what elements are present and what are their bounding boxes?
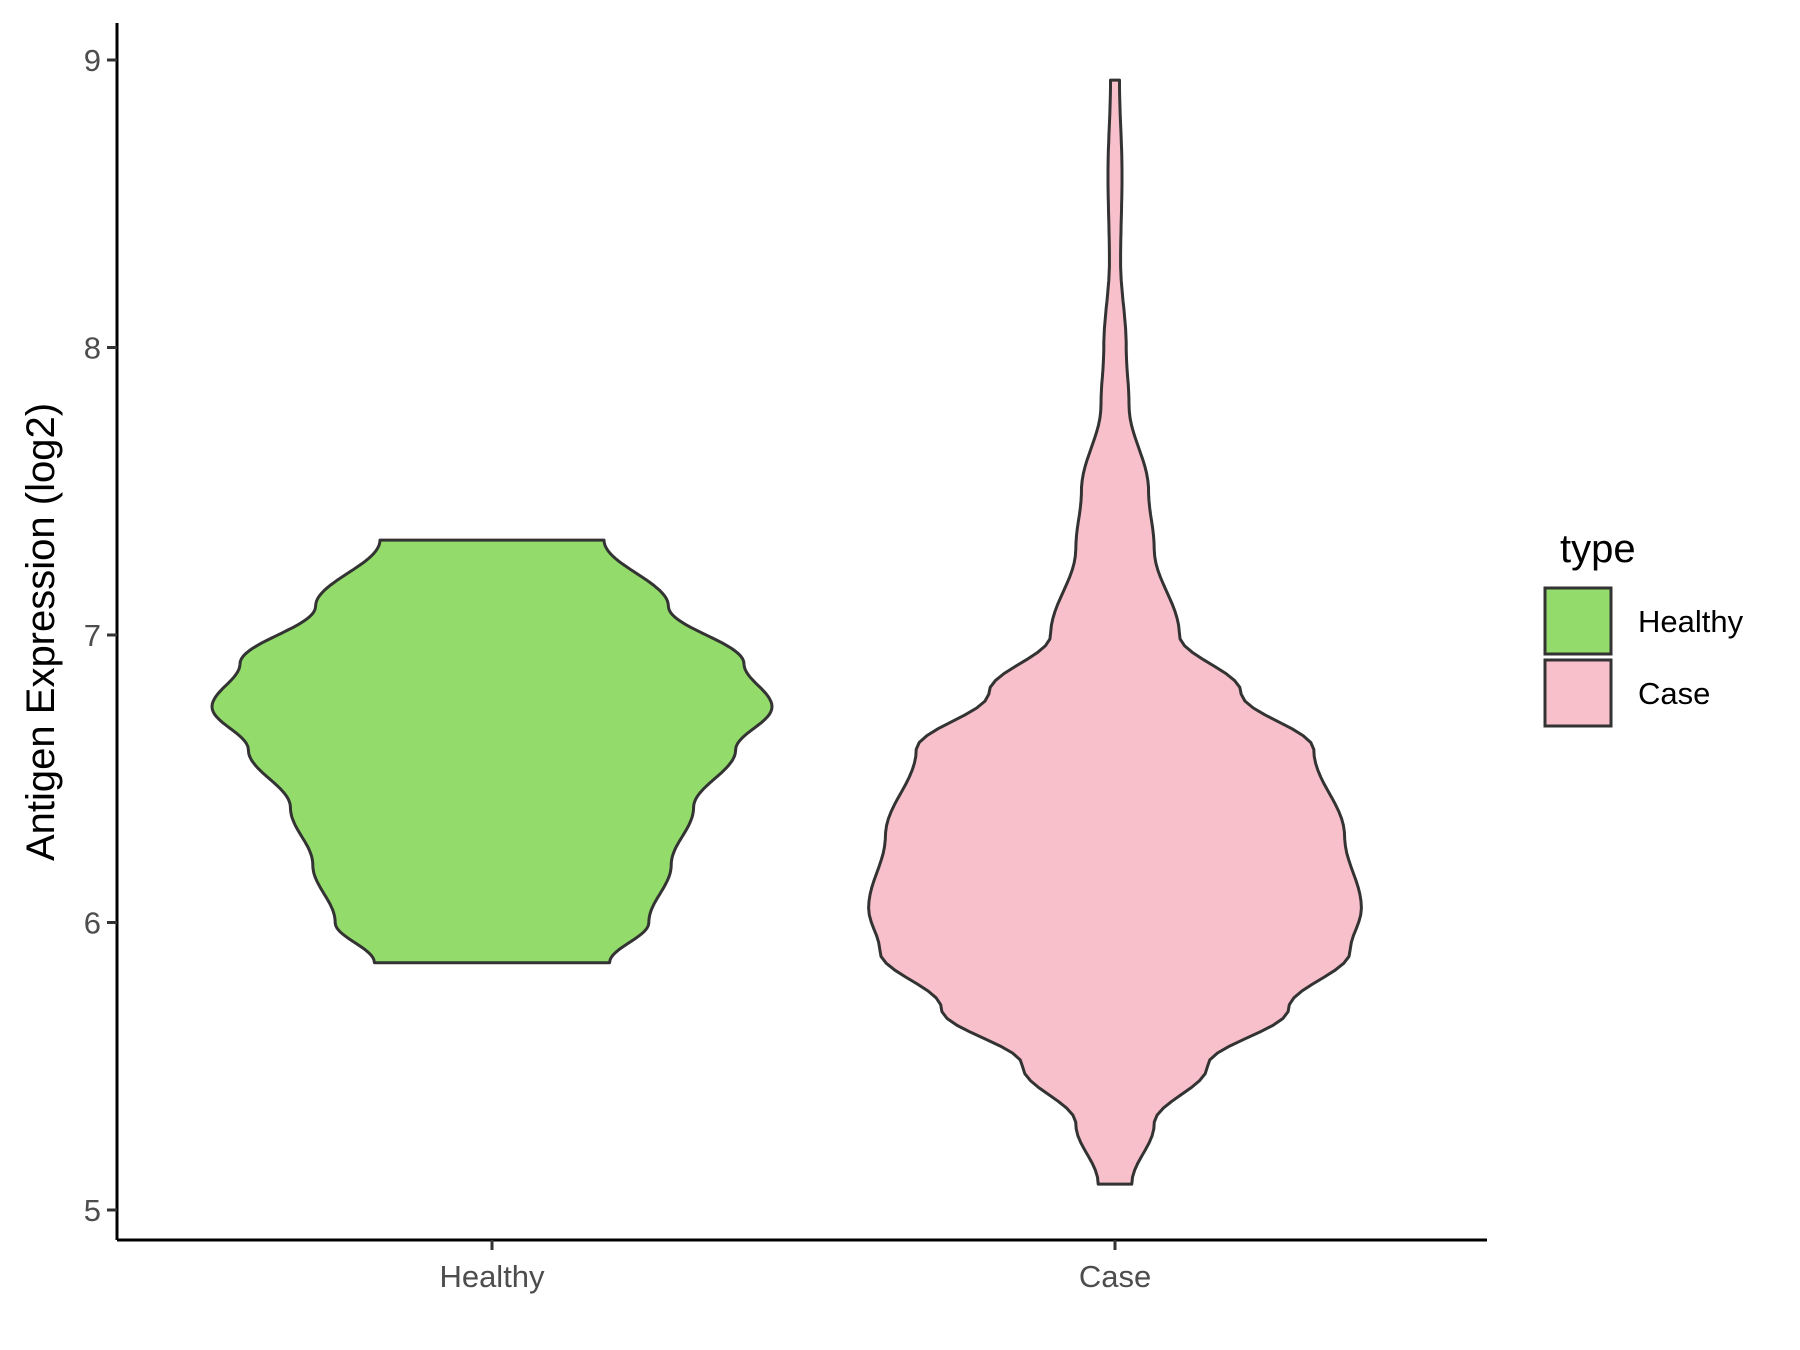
- legend-title: type: [1560, 527, 1636, 571]
- y-axis-title: Antigen Expression (log2): [19, 403, 63, 861]
- y-tick-label: 9: [84, 43, 101, 78]
- violins-layer: [210, 78, 1363, 1186]
- legend-swatch-case: [1543, 658, 1613, 728]
- legend-entries: Healthy Case: [1543, 586, 1744, 728]
- legend-label-case: Case: [1638, 676, 1710, 711]
- y-tick-label: 5: [84, 1193, 101, 1228]
- legend-label-healthy: Healthy: [1638, 604, 1744, 639]
- y-tick-label: 7: [84, 618, 101, 653]
- y-tick-label: 8: [84, 331, 101, 366]
- axes-layer: [115, 23, 1487, 1242]
- legend: type Healthy Case: [1543, 527, 1744, 728]
- legend-swatch-healthy: [1543, 586, 1613, 656]
- y-tick-label: 6: [84, 906, 101, 941]
- x-tick-label-case: Case: [1079, 1259, 1151, 1294]
- x-tick-label-healthy: Healthy: [439, 1259, 545, 1294]
- violin-case: [867, 78, 1363, 1186]
- violin-healthy: [210, 538, 774, 965]
- x-ticks: Healthy Case: [439, 1240, 1151, 1294]
- y-ticks: 5 6 7 8 9: [84, 43, 117, 1228]
